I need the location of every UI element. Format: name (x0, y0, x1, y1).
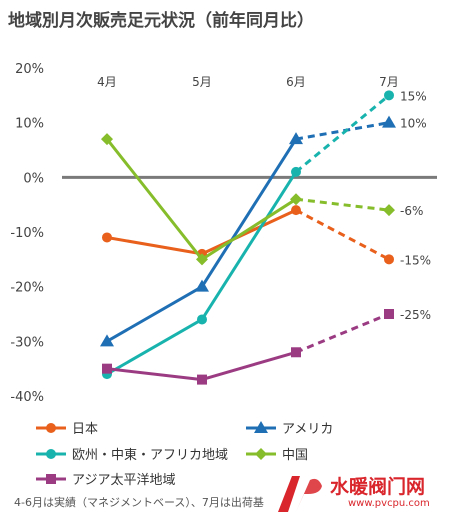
data-point (101, 133, 113, 146)
data-point (197, 314, 207, 325)
data-point (100, 334, 114, 347)
legend-label: アジア太平洋地域 (72, 473, 175, 488)
legend-label: 欧州・中東・アフリカ地域 (72, 447, 228, 463)
y-tick-label: 20% (15, 62, 44, 77)
legend-label: アメリカ (282, 422, 333, 437)
x-tick-label: 6月 (286, 75, 306, 89)
watermark-name: 水暖阀门网 (330, 476, 426, 498)
data-point (383, 204, 395, 217)
series-line-forecast (295, 121, 390, 141)
legend-label: 中国 (282, 448, 308, 463)
y-tick-label: 10% (15, 117, 44, 132)
data-point (254, 421, 268, 433)
data-point (102, 232, 112, 243)
series-line-forecast (295, 312, 390, 354)
y-tick-label: -40% (10, 390, 44, 405)
data-point (46, 474, 56, 484)
legend-label: 日本 (72, 422, 98, 437)
chart-title: 地域別月次販売足元状況（前年同月比） (8, 11, 314, 31)
watermark-url: www.pvcpu.com (348, 498, 430, 509)
end-data-label: -15% (400, 253, 431, 267)
series-line-forecast (295, 197, 390, 212)
x-tick-label: 4月 (97, 75, 117, 89)
x-tick-label: 5月 (192, 75, 212, 89)
watermark-logo: 水暖阀门网 www.pvcpu.com (274, 472, 449, 518)
data-point (289, 132, 303, 145)
data-point (382, 115, 396, 128)
y-tick-label: -20% (10, 281, 44, 296)
data-point (196, 253, 208, 266)
data-point (384, 90, 394, 101)
y-tick-label: 0% (23, 171, 44, 186)
data-point (255, 448, 267, 460)
end-data-label: 15% (400, 89, 427, 103)
series-line-actual (106, 171, 298, 376)
data-point (46, 423, 56, 433)
data-point (291, 166, 301, 177)
data-point (102, 363, 112, 374)
y-tick-label: -10% (10, 226, 44, 241)
end-data-label: -6% (400, 204, 423, 218)
footnote: 4-6月は実績（マネジメントベース）、7月は出荷基 (14, 496, 264, 509)
end-data-label: 10% (400, 117, 427, 131)
x-tick-label: 7月 (379, 75, 399, 89)
series-line-forecast (295, 94, 390, 174)
end-data-label: -25% (400, 308, 431, 322)
data-point (195, 279, 209, 292)
y-tick-label: -30% (10, 335, 44, 350)
watermark-emblem-icon (278, 476, 322, 512)
data-point (197, 374, 207, 385)
data-point (384, 254, 394, 265)
data-point (291, 205, 301, 216)
data-point (46, 449, 56, 459)
data-point (290, 193, 302, 206)
series-line-forecast (295, 208, 390, 261)
data-point (291, 347, 301, 358)
series-line-actual (106, 138, 298, 343)
data-point (384, 309, 394, 319)
